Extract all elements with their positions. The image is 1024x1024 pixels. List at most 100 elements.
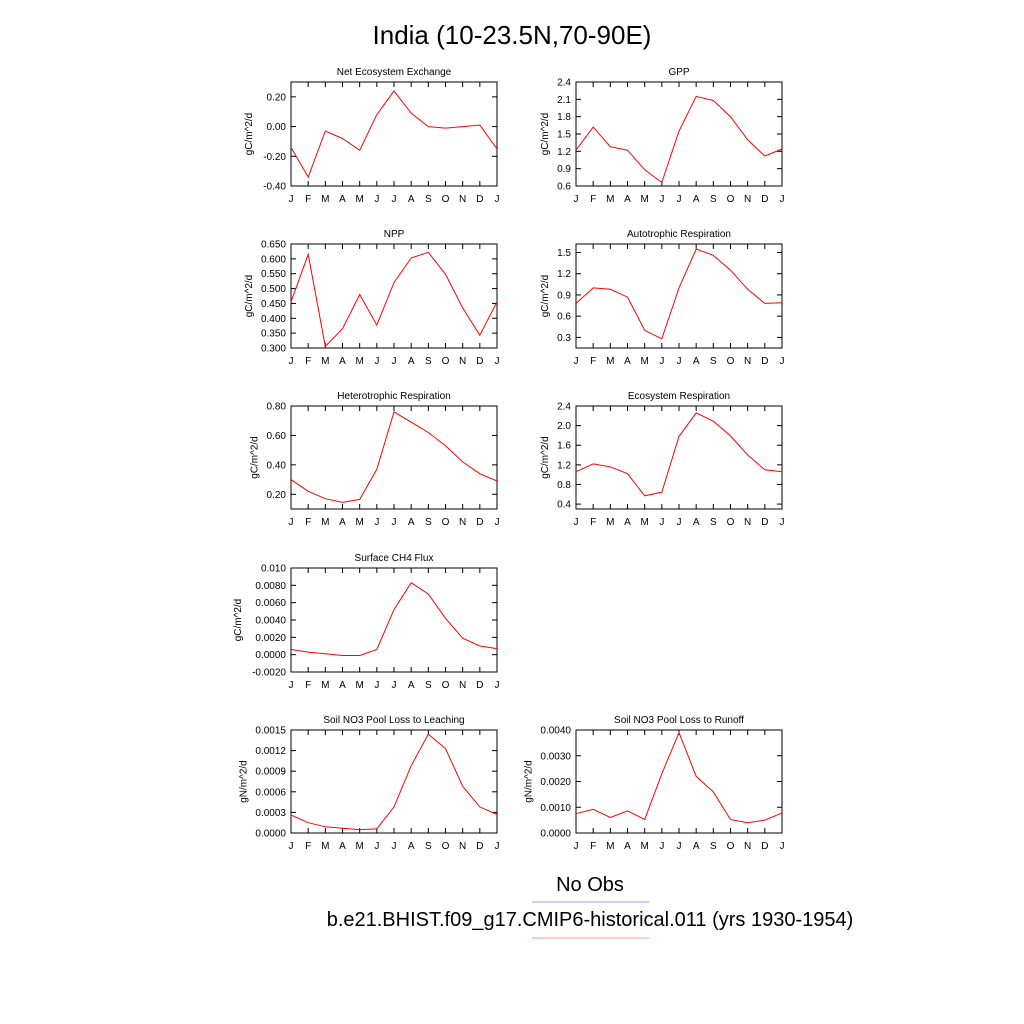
x-tick-label: A [408, 680, 415, 691]
x-tick-label: J [392, 517, 397, 528]
x-tick-label: A [339, 517, 346, 528]
x-tick-label: J [289, 841, 294, 852]
x-tick-label: J [289, 517, 294, 528]
y-tick-label: 0.4 [557, 500, 571, 511]
series-line [575, 248, 783, 340]
x-tick-label: O [727, 356, 735, 367]
x-tick-label: J [392, 841, 397, 852]
x-tick-label: J [374, 517, 379, 528]
plot-frame [290, 405, 498, 510]
x-tick-label: J [574, 841, 579, 852]
x-tick-label: J [495, 194, 500, 205]
y-tick-label: 0.500 [261, 284, 286, 295]
x-tick-label: F [590, 194, 596, 205]
x-tick-label: J [659, 356, 664, 367]
y-axis-label: gC/m^2/d [250, 436, 261, 479]
panel-title: GPP [668, 67, 689, 78]
y-tick-label: 0.6 [557, 312, 571, 323]
x-tick-label: J [780, 194, 785, 205]
y-tick-label: 2.0 [557, 421, 571, 432]
y-tick-label: 0.300 [261, 344, 286, 355]
y-tick-label: 0.0009 [255, 767, 286, 778]
x-tick-label: A [624, 356, 631, 367]
x-tick-label: J [574, 517, 579, 528]
x-tick-label: O [727, 194, 735, 205]
y-tick-label: 0.0020 [540, 777, 571, 788]
x-tick-label: M [355, 680, 363, 691]
x-tick-label: O [727, 517, 735, 528]
x-tick-label: M [321, 194, 329, 205]
y-tick-label: 0.550 [261, 269, 286, 280]
x-tick-label: S [425, 517, 432, 528]
x-tick-label: M [321, 356, 329, 367]
y-tick-label: 0.0040 [540, 726, 571, 737]
x-tick-label: F [590, 517, 596, 528]
x-tick-label: J [289, 680, 294, 691]
x-tick-label: S [425, 841, 432, 852]
panel-title: Ecosystem Respiration [628, 391, 730, 402]
x-tick-label: J [677, 517, 682, 528]
x-tick-label: A [408, 841, 415, 852]
y-tick-label: 0.650 [261, 240, 286, 251]
x-tick-label: M [355, 356, 363, 367]
y-tick-label: 0.0060 [255, 598, 286, 609]
plot-frame [575, 729, 783, 834]
x-tick-label: M [355, 841, 363, 852]
x-tick-label: A [339, 680, 346, 691]
x-tick-label: A [408, 517, 415, 528]
y-axis-label: gC/m^2/d [540, 436, 551, 479]
x-tick-label: F [305, 517, 311, 528]
panel-title: Surface CH4 Flux [355, 553, 434, 564]
x-tick-label: O [442, 680, 450, 691]
panel-title: Autotrophic Respiration [627, 229, 731, 240]
x-tick-label: S [710, 841, 717, 852]
plot-frame [575, 81, 783, 187]
y-tick-label: 1.2 [557, 147, 571, 158]
y-tick-label: 1.8 [557, 112, 571, 123]
panel-title: Soil NO3 Pool Loss to Runoff [614, 715, 744, 726]
x-tick-label: N [459, 680, 466, 691]
x-tick-label: F [305, 680, 311, 691]
x-tick-label: S [425, 194, 432, 205]
figure-title: India (10-23.5N,70-90E) [373, 20, 652, 50]
x-tick-label: S [425, 680, 432, 691]
y-axis-label: gC/m^2/d [244, 275, 255, 318]
x-tick-label: N [459, 517, 466, 528]
plot-frame [290, 567, 498, 673]
x-tick-label: A [693, 194, 700, 205]
x-tick-label: S [710, 194, 717, 205]
x-tick-label: F [305, 841, 311, 852]
x-tick-label: M [606, 194, 614, 205]
y-tick-label: 0.0030 [540, 751, 571, 762]
x-tick-label: F [590, 356, 596, 367]
x-tick-label: J [495, 356, 500, 367]
x-tick-label: D [476, 194, 483, 205]
y-tick-label: -0.40 [263, 182, 286, 193]
x-tick-label: J [374, 680, 379, 691]
y-tick-label: 0.0020 [255, 633, 286, 644]
x-tick-label: D [476, 517, 483, 528]
y-tick-label: 0.0006 [255, 787, 286, 798]
y-axis-label: gC/m^2/d [540, 113, 551, 156]
y-tick-label: 0.20 [267, 490, 287, 501]
x-tick-label: O [442, 194, 450, 205]
series-line [290, 733, 498, 831]
x-tick-label: A [339, 194, 346, 205]
x-tick-label: N [459, 356, 466, 367]
y-tick-label: 1.5 [557, 248, 571, 259]
x-tick-label: J [659, 194, 664, 205]
y-tick-label: 0.9 [557, 290, 571, 301]
x-tick-label: D [476, 680, 483, 691]
x-tick-label: A [624, 517, 631, 528]
x-tick-label: J [780, 356, 785, 367]
y-axis-label: gN/m^2/d [238, 760, 249, 803]
y-axis-label: gC/m^2/d [540, 275, 551, 318]
x-tick-label: A [624, 194, 631, 205]
y-tick-label: 0.0012 [255, 746, 286, 757]
y-tick-label: 0.0003 [255, 808, 286, 819]
